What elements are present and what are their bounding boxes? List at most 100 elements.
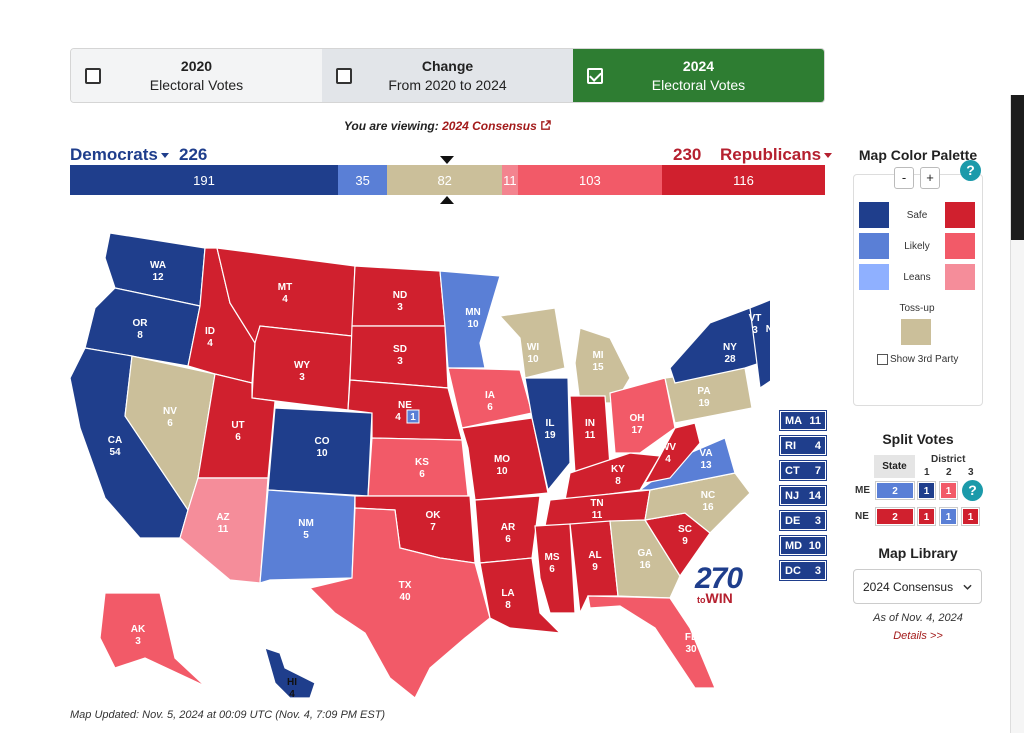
checkbox-icon[interactable] xyxy=(877,354,888,365)
state-hi[interactable] xyxy=(264,647,316,699)
state-wy[interactable] xyxy=(251,325,353,411)
state-la[interactable] xyxy=(479,557,562,634)
state-mo[interactable] xyxy=(461,417,549,501)
ev-mo: 10 xyxy=(496,466,508,477)
state-ga[interactable] xyxy=(609,519,681,599)
ne-district-box xyxy=(406,409,420,424)
split-me-d1[interactable]: 1 xyxy=(917,481,936,500)
bar-segment-likely-rep: 103 xyxy=(517,165,663,195)
ev-sc: 9 xyxy=(682,536,688,547)
republicans-dropdown[interactable]: Republicans xyxy=(720,145,833,165)
small-state-de[interactable]: DE 3 xyxy=(779,510,827,531)
label-ut: UT xyxy=(231,420,244,431)
split-d2-header: 2 xyxy=(946,467,952,478)
ev-sd: 3 xyxy=(397,356,403,367)
label-az: AZ xyxy=(216,512,229,523)
state-mn[interactable] xyxy=(439,270,501,369)
split-me-d2[interactable]: 1 xyxy=(939,481,958,500)
ev-or: 8 xyxy=(137,330,143,341)
swatch-safe-dem[interactable] xyxy=(859,202,889,228)
label-in: IN xyxy=(585,418,595,429)
state-wi[interactable] xyxy=(498,307,566,379)
small-state-abbr: NJ xyxy=(785,489,800,502)
label-nv: NV xyxy=(163,406,177,417)
map-library-selected: 2024 Consensus xyxy=(863,579,954,594)
swatch-tossup[interactable] xyxy=(901,319,931,345)
ev-oh: 17 xyxy=(631,425,643,436)
logo-text: toWIN xyxy=(697,590,733,606)
state-il[interactable] xyxy=(524,377,571,492)
split-ne-d1[interactable]: 1 xyxy=(917,507,936,526)
external-link-icon[interactable] xyxy=(540,120,551,131)
ev-mt: 4 xyxy=(282,294,288,305)
small-state-md[interactable]: MD 10 xyxy=(779,535,827,556)
split-ne-state[interactable]: 2 xyxy=(875,507,915,526)
split-votes-title: Split Votes xyxy=(882,431,954,447)
state-az[interactable] xyxy=(179,477,269,584)
zoom-out-button[interactable]: - xyxy=(894,167,914,189)
small-state-abbr: CT xyxy=(785,464,800,477)
state-tx[interactable] xyxy=(308,507,491,699)
label-sc: SC xyxy=(678,524,692,535)
small-state-nj[interactable]: NJ 14 xyxy=(779,485,827,506)
swatch-lean-dem[interactable] xyxy=(859,264,889,290)
state-ms[interactable] xyxy=(534,523,576,614)
label-ak: AK xyxy=(131,624,146,635)
help-icon[interactable]: ? xyxy=(960,160,981,181)
help-icon[interactable]: ? xyxy=(962,480,983,501)
label-tx: TX xyxy=(399,580,412,591)
map-library-select[interactable]: 2024 Consensus xyxy=(853,569,982,604)
tab-subtitle: Electoral Votes xyxy=(651,77,746,93)
viewing-map-link[interactable]: 2024 Consensus xyxy=(442,119,537,133)
republicans-label: Republicans xyxy=(720,145,822,164)
small-state-ev: 7 xyxy=(814,464,821,477)
small-state-ri[interactable]: RI 4 xyxy=(779,435,827,456)
label-al: AL xyxy=(588,550,601,561)
tab-2020[interactable]: 2020 Electoral Votes xyxy=(71,49,322,102)
state-fl[interactable] xyxy=(587,595,716,689)
label-nd: ND xyxy=(393,290,407,301)
checkbox-icon[interactable] xyxy=(336,68,352,84)
tab-title: Change xyxy=(421,58,474,74)
small-state-ma[interactable]: MA 11 xyxy=(779,410,827,431)
ev-mi: 15 xyxy=(592,362,604,373)
state-oh[interactable] xyxy=(609,377,676,454)
ev-az: 11 xyxy=(218,524,229,535)
swatch-likely-dem[interactable] xyxy=(859,233,889,259)
tab-change[interactable]: Change From 2020 to 2024 xyxy=(322,49,573,102)
label-tn: TN xyxy=(590,498,603,509)
state-ny[interactable] xyxy=(669,307,761,384)
ev-ak: 3 xyxy=(135,636,141,647)
show-third-party-label: Show 3rd Party xyxy=(890,354,959,365)
small-state-abbr: DE xyxy=(785,514,801,527)
split-ne-d3[interactable]: 1 xyxy=(961,507,980,526)
label-wv: WV xyxy=(660,442,676,453)
state-ak[interactable] xyxy=(99,592,206,687)
swatch-likely-rep[interactable] xyxy=(945,233,975,259)
democrats-dropdown[interactable]: Democrats xyxy=(70,145,169,165)
ev-nm: 5 xyxy=(303,530,309,541)
show-third-party-toggle[interactable]: Show 3rd Party xyxy=(877,354,958,365)
swatch-lean-rep[interactable] xyxy=(945,264,975,290)
state-wv[interactable] xyxy=(643,422,701,484)
tab-title: 2020 xyxy=(180,58,213,74)
label-ky: KY xyxy=(611,464,625,475)
small-state-ct[interactable]: CT 7 xyxy=(779,460,827,481)
state-nm[interactable] xyxy=(259,489,356,584)
split-ne-label: NE xyxy=(855,511,869,522)
ev-ky: 8 xyxy=(615,476,621,487)
small-state-dc[interactable]: DC 3 xyxy=(779,560,827,581)
ev-mn: 10 xyxy=(467,319,479,330)
ev-ms: 6 xyxy=(549,564,555,575)
checkbox-icon[interactable] xyxy=(85,68,101,84)
small-state-ev: 11 xyxy=(809,414,821,427)
ev-la: 8 xyxy=(505,600,511,611)
zoom-in-button[interactable]: + xyxy=(920,167,940,189)
tab-2024[interactable]: 2024 Electoral Votes xyxy=(573,49,824,102)
split-me-state[interactable]: 2 xyxy=(875,481,915,500)
map-library-details-link[interactable]: Details >> xyxy=(893,630,943,642)
swatch-safe-rep[interactable] xyxy=(945,202,975,228)
checked-checkbox-icon[interactable] xyxy=(587,68,603,84)
label-mi: MI xyxy=(592,350,603,361)
split-ne-d2[interactable]: 1 xyxy=(939,507,958,526)
